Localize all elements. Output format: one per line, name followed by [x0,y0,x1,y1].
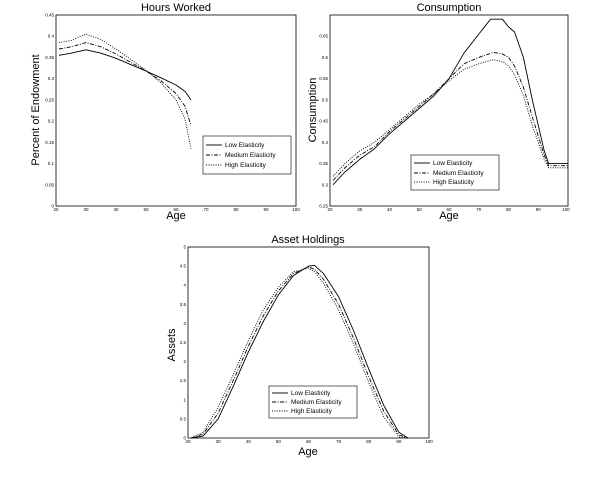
consumption-x-tick-label: 40 [387,207,393,212]
assets-x-tick-label: 80 [366,439,372,444]
hours-legend-label-low: Low Elasticity [225,142,265,149]
hours-legend-label-high: High Elasticity [225,162,267,169]
consumption-series-dotted-line [332,59,568,177]
assets-y-tick-label: 2.5 [180,340,187,345]
hours-x-tick-label: 30 [83,207,89,212]
assets-ticks: 20 30 40 50 60 70 80 90 100 0 0.5 1 1.5 … [180,245,434,445]
consumption-series-dashdot-line [332,51,568,181]
consumption-y-axis-label: Consumption [307,78,319,143]
assets-x-tick-label: 20 [185,439,191,444]
consumption-legend-label-low: Low Elasticity [433,160,473,167]
hours-y-tick-label: 0.3 [48,76,55,81]
assets-x-tick-label: 50 [276,439,282,444]
hours-y-tick-label: 0.1 [48,161,55,166]
hours-x-tick-label: 80 [233,207,239,212]
hours-y-tick-label: 0.05 [45,182,54,187]
consumption-y-tick-label: 0.5 [322,97,329,102]
consumption-x-tick-label: 50 [417,207,423,212]
consumption-x-tick-label: 90 [536,207,542,212]
consumption-legend-label-medium: Medium Elasticity [433,170,484,177]
hours-x-tick-label: 50 [143,207,149,212]
hours-x-tick-label: 90 [263,207,269,212]
assets-x-tick-label: 30 [216,439,222,444]
consumption-y-tick-label: 0.35 [319,161,328,166]
hours-series-solid-line [58,49,192,101]
consumption-chart-title: Consumption [417,2,482,14]
assets-y-axis-label: Assets [166,328,178,362]
assets-y-tick-label: 5 [183,245,186,250]
hours-chart-title: Hours Worked [141,2,211,14]
assets-y-tick-label: 4.5 [180,264,187,269]
hours-x-tick-label: 20 [53,207,59,212]
hours-y-tick-label: 0.25 [45,97,54,102]
hours-x-axis-label: Age [166,210,186,222]
assets-x-tick-label: 70 [336,439,342,444]
consumption-x-tick-label: 100 [562,207,570,212]
hours-series-lines [58,33,192,149]
hours-x-tick-label: 70 [203,207,209,212]
consumption-y-tick-label: 0.65 [319,34,328,39]
hours-x-tick-label: 100 [292,207,300,212]
assets-y-tick-label: 3.5 [180,302,187,307]
consumption-series-solid-line [332,18,568,186]
consumption-y-tick-label: 0.6 [322,55,329,60]
consumption-ticks: 20 30 40 50 60 70 80 90 100 0.25 0.3 0.3… [319,34,570,212]
hours-y-axis-label: Percent of Endowment [30,54,42,165]
assets-y-tick-label: 0.5 [180,416,187,421]
consumption-x-tick-label: 30 [357,207,363,212]
assets-legend: Low Elasticity Medium Elasticity High El… [268,385,358,419]
hours-y-tick-label: 0 [51,204,54,209]
assets-legend-label-low: Low Elasticity [291,390,331,397]
consumption-series-lines [332,18,568,186]
hours-y-tick-label: 0.2 [48,119,55,124]
assets-x-axis-label: Age [298,446,318,458]
assets-x-tick-label: 60 [306,439,312,444]
hours-y-tick-label: 0.15 [45,140,54,145]
consumption-x-tick-label: 20 [327,207,333,212]
hours-legend-label-medium: Medium Elasticity [225,152,276,159]
consumption-legend-box [410,154,500,191]
consumption-x-tick-label: 60 [446,207,452,212]
hours-y-tick-label: 0.45 [45,13,54,18]
hours-y-tick-label: 0.35 [45,55,54,60]
assets-x-tick-label: 40 [246,439,252,444]
hours-x-tick-label: 40 [113,207,119,212]
consumption-y-tick-label: 0.25 [319,204,328,209]
consumption-x-tick-label: 80 [506,207,512,212]
assets-legend-label-medium: Medium Elasticity [291,399,342,406]
assets-y-tick-label: 1 [183,397,186,402]
hours-x-tick-label: 60 [173,207,179,212]
consumption-y-tick-label: 0.4 [322,140,329,145]
assets-y-tick-label: 0 [183,436,186,441]
assets-series-solid-line [190,264,409,439]
assets-series-dotted-line [190,267,408,439]
consumption-y-tick-label: 0.3 [322,182,329,187]
panel-hours-worked: Hours Worked Age Percent of Endowment 20… [30,2,300,222]
assets-chart-title: Asset Holdings [271,234,345,246]
assets-y-tick-label: 2 [183,359,186,364]
consumption-x-tick-label: 70 [476,207,482,212]
hours-plot-area [55,14,297,207]
assets-legend-label-high: High Elasticity [291,408,333,415]
consumption-x-axis-label: Age [439,210,459,222]
assets-y-tick-label: 3 [183,321,186,326]
consumption-y-tick-label: 0.55 [319,76,328,81]
assets-series-dashdot-line [190,266,409,439]
consumption-legend: Low Elasticity Medium Elasticity High El… [410,154,500,191]
assets-x-tick-label: 90 [396,439,402,444]
panel-consumption: Consumption Age Consumption 20 30 40 50 … [307,2,570,222]
hours-series-dashdot-line [58,42,192,126]
hours-ticks: 20 30 40 50 60 70 80 90 100 0 0.05 0.1 0… [45,13,300,213]
panel-asset-holdings: Asset Holdings Age Assets 20 30 40 50 60… [166,234,433,458]
hours-legend: Low Elasticity Medium Elasticity High El… [202,135,292,175]
consumption-y-tick-label: 0.45 [319,119,328,124]
hours-y-tick-label: 0.4 [48,34,55,39]
assets-series-lines [190,264,409,439]
consumption-legend-label-high: High Elasticity [433,179,475,186]
assets-x-tick-label: 100 [425,439,433,444]
assets-y-tick-label: 1.5 [180,378,187,383]
assets-y-tick-label: 4 [183,283,186,288]
